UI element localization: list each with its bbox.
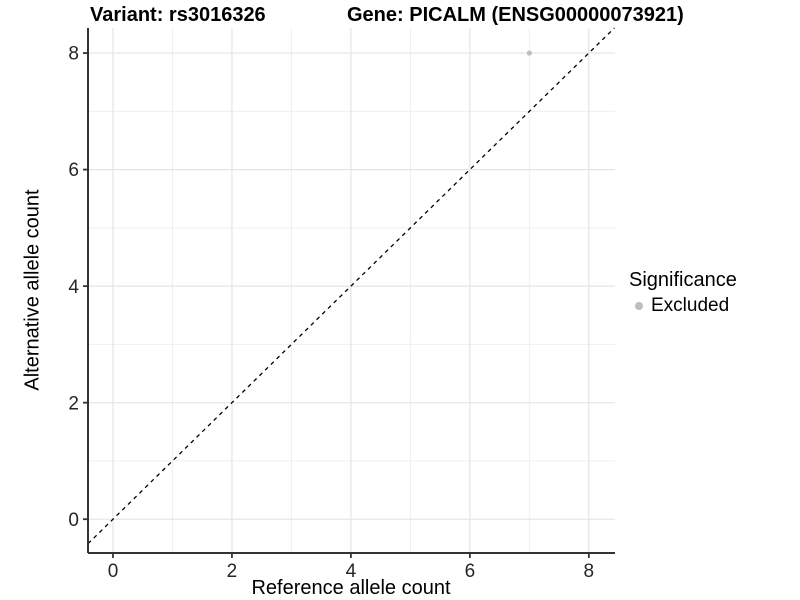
y-tick-label: 8 [68, 44, 79, 65]
y-axis-title: Alternative allele count [21, 189, 44, 391]
identity-reference-line [87, 27, 615, 545]
legend-item-label: Excluded [651, 295, 730, 316]
x-tick-label: 6 [465, 561, 476, 582]
y-tick-label: 6 [68, 160, 79, 181]
legend-point-icon [635, 302, 643, 310]
x-tick-label: 8 [584, 561, 595, 582]
y-tick-label: 4 [68, 277, 79, 298]
legend: Significance Excluded [629, 269, 737, 317]
variant-title: Variant: rs3016326 [90, 4, 266, 26]
legend-item: Excluded [629, 295, 737, 317]
x-tick-label: 4 [346, 561, 357, 582]
gene-title: Gene: PICALM (ENSG00000073921) [347, 4, 684, 26]
legend-items: Excluded [629, 295, 737, 317]
x-axis-title: Reference allele count [251, 577, 451, 599]
x-tick-label: 0 [108, 561, 119, 582]
legend-title: Significance [629, 269, 737, 291]
y-tick-label: 2 [68, 393, 79, 414]
x-tick-label: 2 [227, 561, 238, 582]
data-point [526, 50, 532, 56]
y-tick-label: 0 [68, 510, 79, 531]
